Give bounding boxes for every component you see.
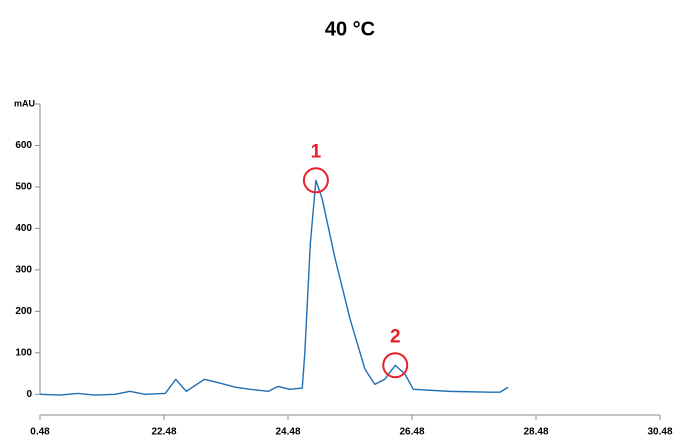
x-tick-label: 26.48 (399, 427, 424, 438)
peak-label: 2 (390, 326, 401, 347)
x-tick-label: 28.48 (523, 427, 548, 438)
peak-marker (382, 352, 409, 379)
y-tick-label: 100 (15, 347, 32, 358)
y-tick-label: 600 (15, 140, 32, 151)
chart-title: 40 °C (325, 18, 375, 40)
x-tick-label: 30.48 (647, 427, 672, 438)
x-tick-label: 22.48 (151, 427, 176, 438)
chromatogram-line (39, 179, 509, 396)
peak-label: 1 (311, 141, 322, 162)
peak-marker (302, 167, 329, 194)
x-tick-label: 24.48 (275, 427, 300, 438)
y-tick-label: 300 (15, 265, 32, 276)
y-axis-label: mAU (14, 98, 35, 108)
x-tick-label: 0.48 (30, 427, 50, 438)
y-tick-label: 400 (15, 223, 32, 234)
y-tick-label: 0 (26, 389, 32, 400)
y-tick-label: 500 (15, 182, 32, 193)
y-tick-label: 200 (15, 306, 32, 317)
